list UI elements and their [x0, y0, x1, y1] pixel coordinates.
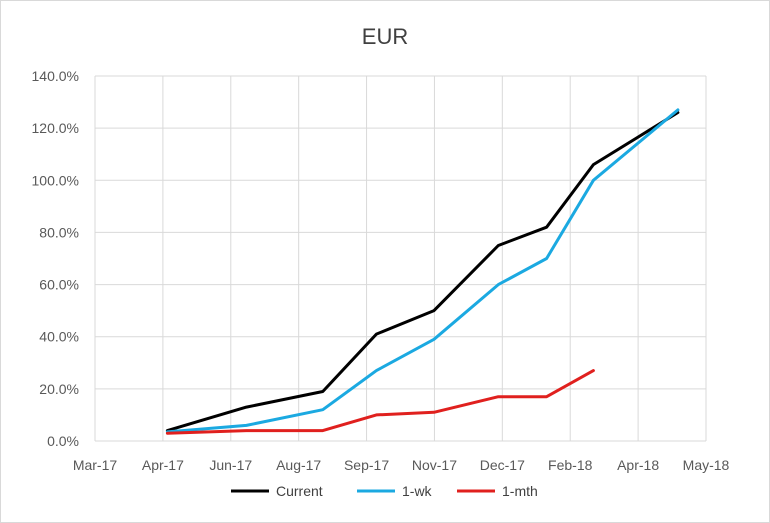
- x-tick-label: Mar-17: [73, 457, 118, 473]
- legend-label: 1-wk: [402, 483, 433, 499]
- grid-lines: [94, 75, 707, 441]
- y-tick-label: 40.0%: [39, 329, 79, 345]
- x-tick-label: Apr-17: [142, 457, 184, 473]
- legend-label: 1-mth: [502, 483, 538, 499]
- y-tick-label: 0.0%: [47, 433, 79, 449]
- x-tick-label: Nov-17: [412, 457, 457, 473]
- x-tick-label: Sep-17: [344, 457, 389, 473]
- y-tick-label: 100.0%: [32, 172, 79, 188]
- legend: Current 1-wk 1-mth: [231, 483, 538, 499]
- y-tick-label: 80.0%: [39, 224, 79, 240]
- legend-label: Current: [276, 483, 323, 499]
- x-axis-tick-labels: Mar-17 Apr-17 Jun-17 Aug-17 Sep-17 Nov-17 Dec-…: [73, 457, 730, 473]
- series-lines: [165, 108, 680, 435]
- x-tick-label: Aug-17: [276, 457, 321, 473]
- x-tick-label: Feb-18: [548, 457, 593, 473]
- y-tick-label: 120.0%: [32, 120, 79, 136]
- x-tick-label: Dec-17: [480, 457, 525, 473]
- x-tick-label: Apr-18: [617, 457, 659, 473]
- y-tick-label: 60.0%: [39, 277, 79, 293]
- chart-title: EUR: [362, 24, 408, 49]
- series-line-current: [165, 111, 680, 433]
- y-tick-label: 20.0%: [39, 381, 79, 397]
- x-tick-label: May-18: [683, 457, 730, 473]
- series-line-1-mth: [165, 369, 595, 435]
- y-tick-label: 140.0%: [32, 68, 79, 84]
- y-axis-tick-labels: 0.0% 20.0% 40.0% 60.0% 80.0% 100.0% 120.0% 140.…: [32, 68, 79, 449]
- series-line-1-wk: [165, 108, 680, 434]
- x-tick-label: Jun-17: [209, 457, 252, 473]
